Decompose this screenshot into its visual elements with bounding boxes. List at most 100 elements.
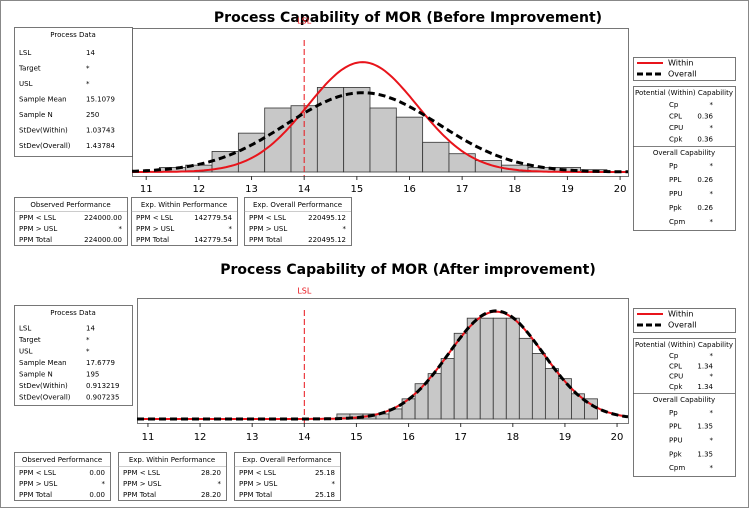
histogram-bar [422, 141, 450, 173]
table-title: Exp. Within Performance [129, 456, 215, 464]
table-value: 0.26 [697, 204, 713, 212]
capability-table [633, 86, 736, 231]
table-label: Sample Mean [19, 96, 67, 104]
table-label: PPU [669, 437, 683, 445]
table-value: * [119, 225, 123, 233]
table-label: Pp [669, 162, 678, 170]
performance-table [244, 197, 352, 246]
table-value: * [710, 162, 714, 170]
overall-curve [132, 91, 628, 174]
table-label: Cpm [669, 218, 685, 226]
table-label: Cpk [669, 135, 683, 143]
table-value: 0.36 [697, 112, 713, 120]
x-tick-label: 18 [508, 184, 521, 195]
histogram-bar [492, 317, 507, 420]
table-label: PPM > USL [239, 480, 277, 488]
table-title: Exp. Overall Performance [242, 456, 331, 464]
histogram-bar [479, 317, 494, 420]
table-title: Exp. Within Performance [141, 201, 227, 209]
table-label: CPU [669, 373, 683, 381]
table-label: PPM > USL [123, 480, 161, 488]
table-value: 0.26 [697, 176, 713, 184]
table-label: Target [18, 64, 41, 72]
table-label: StDev(Within) [19, 127, 68, 135]
table-label: PPL [669, 176, 681, 184]
table-label: Cpm [669, 464, 685, 472]
table-label: Cp [669, 352, 679, 360]
table-label: Target [18, 336, 41, 344]
x-tick-label: 15 [350, 432, 363, 443]
histogram-bar [395, 116, 424, 173]
table-label: PPL [669, 423, 681, 431]
x-tick-label: 14 [298, 432, 311, 443]
table-value: 1.03743 [86, 127, 115, 135]
performance-table [131, 197, 238, 246]
histogram-bar [316, 87, 345, 173]
table-label: CPL [669, 112, 682, 120]
table-value: * [710, 124, 714, 132]
table-value: 25.18 [315, 469, 335, 477]
performance-table [234, 452, 341, 501]
histogram-bar [544, 368, 559, 420]
x-tick-label: 16 [402, 432, 415, 443]
table-value: 17.6779 [86, 359, 115, 367]
legend-label: Within [668, 59, 693, 68]
table-label: PPM > USL [19, 480, 57, 488]
lsl-label: LSL [297, 287, 312, 296]
x-tick-label: 13 [246, 432, 259, 443]
table-value: * [102, 480, 106, 488]
table-value: * [710, 464, 714, 472]
table-value: 220495.12 [308, 236, 346, 244]
table-label: PPM Total [123, 491, 156, 499]
capability-table [633, 338, 736, 477]
table-value: 250 [86, 111, 99, 119]
x-tick-label: 15 [350, 184, 363, 195]
performance-table [14, 452, 111, 501]
table-value: 14 [86, 325, 95, 333]
table-value: 220495.12 [308, 214, 346, 222]
histogram-bar [440, 358, 455, 420]
table-label: Ppk [669, 450, 683, 458]
histogram-bar [453, 332, 468, 420]
overall-curve [137, 309, 628, 421]
table-value: 28.20 [201, 469, 221, 477]
table-value: 142779.54 [194, 214, 232, 222]
table-title: Potential (Within) Capability [635, 341, 733, 349]
table-value: 1.35 [697, 450, 713, 458]
x-tick-label: 13 [245, 184, 258, 195]
table-value: * [343, 225, 347, 233]
table-value: * [86, 64, 90, 72]
histogram-bar [531, 353, 546, 420]
table-label: USL [19, 348, 33, 356]
within-curve [132, 61, 628, 173]
table-title: Exp. Overall Performance [253, 201, 342, 209]
table-value: 15.1079 [86, 96, 115, 104]
table-value: * [710, 409, 714, 417]
x-tick-label: 20 [614, 184, 627, 195]
table-label: PPM < LSL [249, 214, 286, 222]
table-label: Ppk [669, 204, 683, 212]
table-value: * [710, 218, 714, 226]
table-value: 0.913219 [86, 382, 119, 390]
x-tick-label: 18 [506, 432, 519, 443]
x-tick-label: 11 [142, 432, 155, 443]
table-label: PPM Total [136, 236, 169, 244]
x-tick-label: 11 [140, 184, 153, 195]
table-label: Pp [669, 409, 678, 417]
table-label: PPU [669, 190, 683, 198]
x-tick-label: 19 [559, 432, 572, 443]
table-value: 1.34 [697, 362, 713, 370]
histogram-bar [505, 317, 520, 420]
lsl-label: LSL [297, 17, 312, 26]
table-value: 0.36 [697, 135, 713, 143]
x-tick-label: 12 [193, 184, 206, 195]
table-value: 142779.54 [194, 236, 232, 244]
table-label: PPM Total [19, 236, 52, 244]
table-label: PPM < LSL [19, 469, 56, 477]
table-label: StDev(Overall) [19, 142, 71, 150]
table-title: Process Data [50, 31, 96, 39]
table-label: LSL [19, 325, 31, 333]
table-value: 1.35 [697, 423, 713, 431]
table-value: 0.00 [89, 491, 105, 499]
table-value: * [229, 225, 233, 233]
